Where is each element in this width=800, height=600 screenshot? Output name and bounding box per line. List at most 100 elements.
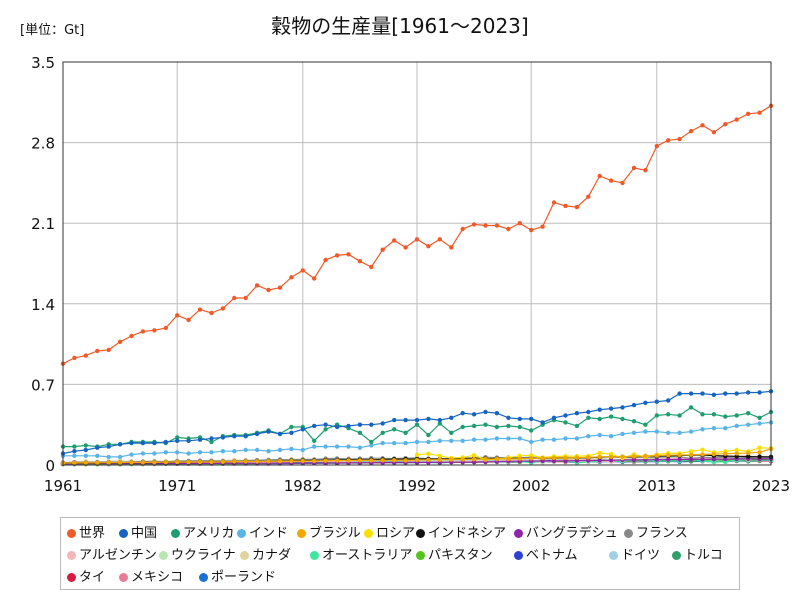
data-point [529, 416, 534, 422]
legend-marker [297, 529, 306, 538]
data-point [209, 450, 214, 455]
data-point [677, 136, 682, 142]
data-point [197, 307, 203, 312]
data-point [209, 439, 214, 445]
legend-label: インド [249, 526, 289, 541]
data-point [471, 457, 477, 462]
data-point [711, 451, 717, 457]
data-point [643, 453, 648, 459]
data-point [757, 110, 762, 115]
data-point [254, 459, 260, 464]
data-point [426, 457, 431, 462]
data-point [597, 450, 602, 456]
data-point [83, 443, 89, 448]
data-point [688, 128, 694, 134]
legend-label: ドイツ [621, 548, 661, 563]
legend-item: インドネシア [416, 522, 506, 541]
data-point [232, 295, 237, 301]
x-tick-label: 2023 [752, 477, 790, 495]
data-point [449, 430, 454, 435]
data-point [746, 454, 751, 459]
data-point [197, 450, 203, 455]
data-point [586, 434, 591, 439]
data-point [597, 458, 602, 463]
legend-item: バングラデシュ [514, 522, 618, 541]
data-point [734, 413, 739, 418]
x-tick-label: 1992 [398, 477, 436, 495]
data-point [723, 414, 728, 419]
data-point [666, 398, 671, 403]
data-point [175, 438, 180, 443]
data-point [471, 222, 477, 227]
x-tick-label: 2002 [512, 477, 550, 495]
data-point [129, 333, 134, 339]
data-point [403, 458, 408, 463]
data-point [620, 405, 625, 410]
data-point [334, 458, 340, 463]
data-point [209, 310, 214, 316]
legend-marker [199, 573, 208, 582]
data-point [563, 455, 568, 461]
data-point [540, 420, 545, 425]
legend-label: ウクライナ [171, 548, 236, 563]
data-point [95, 453, 100, 458]
legend-marker [67, 529, 76, 538]
data-point [586, 415, 591, 420]
data-point [220, 435, 226, 440]
legend-item: ポーランド [199, 566, 276, 585]
data-point [334, 424, 340, 430]
data-point [95, 445, 100, 450]
legend-item: インド [237, 522, 288, 541]
data-point [266, 429, 271, 434]
data-point [312, 438, 317, 443]
data-point [654, 143, 659, 149]
data-point [357, 259, 363, 264]
data-point [392, 458, 397, 463]
data-point [563, 413, 568, 418]
series-中国 [60, 389, 774, 456]
data-point [369, 439, 374, 445]
data-point [106, 460, 111, 465]
data-point [209, 436, 214, 441]
data-point [460, 424, 465, 430]
data-point [117, 339, 123, 344]
data-point [746, 411, 751, 416]
data-point [426, 416, 431, 422]
data-point [323, 422, 328, 427]
data-point [608, 406, 614, 411]
data-point [437, 438, 442, 443]
data-point [757, 415, 762, 420]
legend-label: メキシコ [131, 570, 184, 585]
data-point [734, 423, 739, 429]
data-point [529, 227, 534, 233]
data-point [574, 436, 580, 441]
data-point [209, 459, 214, 465]
data-point [380, 247, 385, 252]
data-point [163, 460, 168, 465]
axis-tick-labels: 0 0.7 1.4 2.1 2.8 3.5 1961 1971 1982 1992 2002 2013… [31, 54, 790, 495]
data-point [140, 329, 146, 334]
data-point [597, 173, 602, 179]
legend-marker [310, 551, 319, 560]
data-point [746, 422, 751, 427]
data-point [723, 391, 728, 396]
data-point [426, 439, 431, 445]
data-point [277, 431, 283, 437]
data-point [688, 449, 694, 454]
data-point [677, 391, 682, 396]
data-point [254, 447, 260, 453]
data-point [129, 452, 134, 457]
data-point [449, 415, 454, 420]
data-point [608, 434, 614, 439]
data-point [723, 426, 728, 431]
data-point [72, 355, 77, 361]
data-point [449, 245, 454, 250]
data-point [620, 431, 625, 437]
legend: 世界 中国 アメリカ インド ブラジル ロシア インドネシア バングラデシュ フランス アルゼンチ… [60, 517, 740, 590]
data-point [426, 432, 431, 438]
data-point [106, 454, 111, 460]
data-point [460, 457, 465, 462]
data-point [300, 458, 305, 464]
data-point [620, 180, 625, 186]
legend-label: フランス [636, 526, 688, 541]
